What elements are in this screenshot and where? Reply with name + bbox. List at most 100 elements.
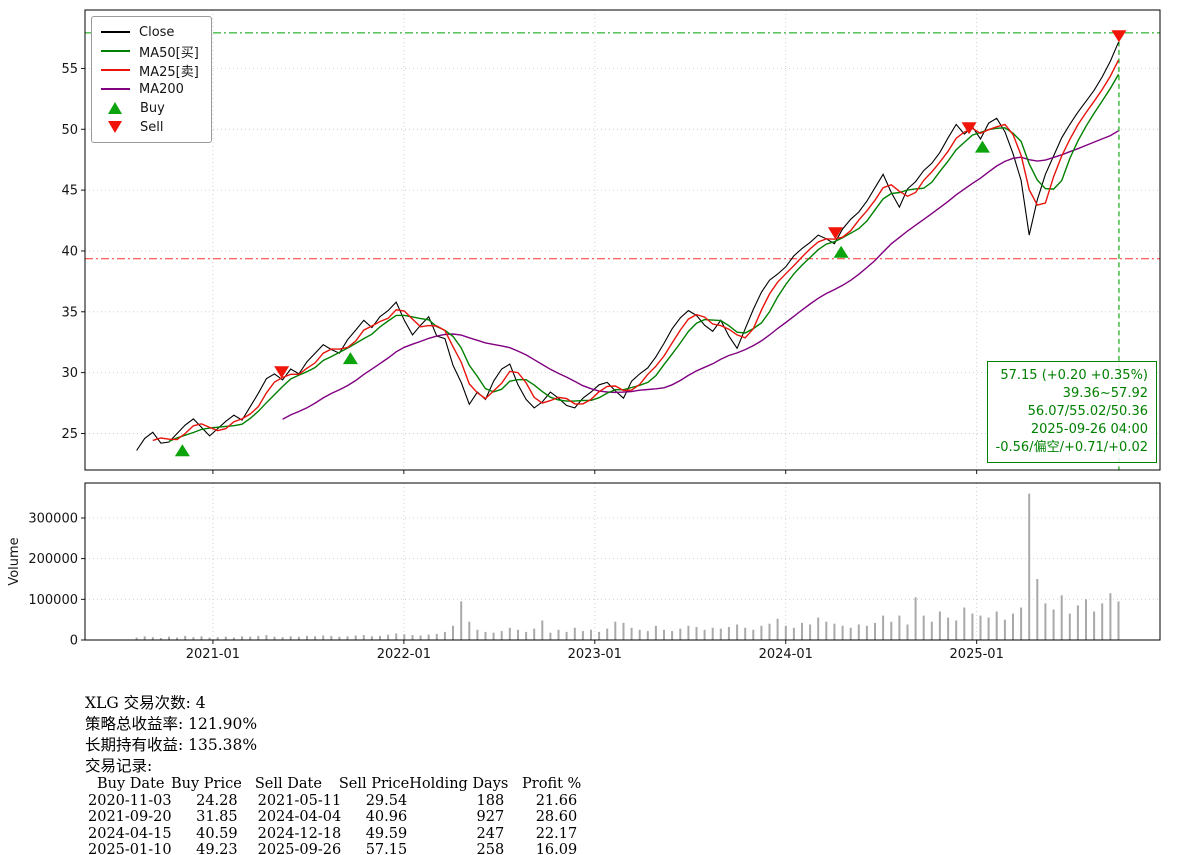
ma200-line xyxy=(282,130,1119,420)
volume-bar xyxy=(744,627,747,640)
legend-item-buy: Buy xyxy=(101,101,199,116)
price-plot-frame xyxy=(84,9,1161,471)
cell-sell-date: 2024-12-18 xyxy=(257,825,342,842)
volume-bar xyxy=(1117,601,1120,640)
volume-bar xyxy=(663,629,665,640)
volume-bar xyxy=(898,615,901,640)
cell-holding-days: 258 xyxy=(476,842,505,855)
legend-item-ma200: MA200 xyxy=(101,82,199,97)
legend-item-close: Close xyxy=(101,25,199,40)
trade-row: 2020-11-03 24.28 2021-05-11 29.54 188 21… xyxy=(85,793,581,810)
volume-bar xyxy=(687,625,690,640)
volume-bar xyxy=(995,611,998,640)
price-tick-label: 40 xyxy=(61,244,78,259)
buy-marker xyxy=(974,140,990,153)
volume-bar xyxy=(346,636,349,640)
sell-marker xyxy=(1111,30,1127,43)
volume-bar xyxy=(387,634,390,640)
price-tick-label: 45 xyxy=(61,184,78,199)
col-header-profit: Profit % xyxy=(522,776,582,792)
volume-bar xyxy=(1012,613,1014,640)
volume-bar xyxy=(987,617,990,640)
volume-bar xyxy=(947,617,950,640)
sell-triangle-icon xyxy=(108,121,122,133)
volume-bar xyxy=(809,624,812,640)
volume-bar xyxy=(306,635,308,640)
volume-bar xyxy=(736,624,739,640)
col-header-buy-date: Buy Date xyxy=(97,776,165,792)
cell-sell-price: 49.59 xyxy=(365,825,408,842)
legend-label-ma50: MA50[买] xyxy=(139,45,199,61)
volume-bar xyxy=(573,627,576,640)
info-line-ma-values: 56.07/55.02/50.36 xyxy=(1027,404,1148,419)
cell-buy-price: 49.23 xyxy=(196,842,238,855)
buy-marker xyxy=(342,352,358,365)
volume-bar xyxy=(922,615,925,640)
volume-bar xyxy=(533,628,536,640)
price-tick-label: 25 xyxy=(61,427,78,442)
volume-bar xyxy=(565,631,568,640)
price-tick-label: 30 xyxy=(61,366,78,381)
cell-profit: 21.66 xyxy=(535,792,578,809)
volume-bar xyxy=(1028,493,1031,640)
volume-bar xyxy=(508,627,511,640)
sell-marker xyxy=(274,366,290,379)
volume-bar xyxy=(1020,607,1023,640)
volume-bar xyxy=(484,631,487,640)
volume-bar xyxy=(760,625,763,640)
sell-marker xyxy=(827,227,843,240)
cell-sell-date: 2021-05-11 xyxy=(257,792,342,809)
volume-bar xyxy=(249,636,252,640)
volume-bar xyxy=(614,621,617,640)
volume-bar xyxy=(581,631,584,640)
volume-bar xyxy=(906,624,909,640)
volume-bar xyxy=(151,637,154,640)
price-tick-label: 50 xyxy=(61,123,78,138)
volume-bar xyxy=(330,635,333,640)
volume-bar xyxy=(143,636,146,640)
volume-bar xyxy=(557,629,560,640)
cell-holding-days: 927 xyxy=(476,809,505,825)
volume-bar xyxy=(257,635,260,640)
volume-bar xyxy=(784,625,787,640)
price-tick-label: 55 xyxy=(61,62,78,77)
cell-buy-date: 2025-01-10 xyxy=(88,842,172,855)
volume-bar xyxy=(468,621,471,640)
volume-bar xyxy=(379,635,381,640)
volume-bar xyxy=(159,638,162,640)
volume-bar xyxy=(938,611,941,640)
volume-bar xyxy=(671,631,674,640)
volume-bar xyxy=(841,625,844,640)
volume-bar xyxy=(1044,603,1047,640)
legend-label-ma25: MA25[卖] xyxy=(139,64,199,80)
volume-bar xyxy=(801,622,803,640)
volume-bar xyxy=(638,629,641,640)
volume-bar xyxy=(792,627,795,640)
summary-buyhold-return: 长期持有收益: 135.38% xyxy=(85,736,258,754)
volume-bar xyxy=(849,627,852,640)
volume-bar xyxy=(241,636,243,640)
volume-bar xyxy=(322,635,325,640)
volume-bar xyxy=(362,635,365,640)
ma200-line-swatch xyxy=(101,88,130,90)
volume-plot-frame xyxy=(84,482,1161,641)
volume-bar xyxy=(1003,619,1006,640)
volume-bar xyxy=(1093,611,1096,640)
cell-sell-price: 57.15 xyxy=(365,842,408,855)
volume-bar xyxy=(1101,603,1104,640)
volume-bar xyxy=(403,634,406,640)
volume-bar xyxy=(874,622,876,640)
volume-bar xyxy=(914,597,917,640)
quote-info-box: 57.15 (+0.20 +0.35%) 39.36~57.92 56.07/5… xyxy=(986,361,1157,463)
volume-bar xyxy=(752,629,755,640)
cell-holding-days: 247 xyxy=(476,825,505,842)
volume-bar xyxy=(654,625,657,640)
volume-bar xyxy=(598,631,601,640)
summary-strategy-return: 策略总收益率: 121.90% xyxy=(85,715,258,733)
volume-bar xyxy=(1036,579,1039,640)
volume-bar xyxy=(1060,595,1063,640)
volume-bar xyxy=(857,624,860,640)
trade-row: 2021-09-20 31.85 2024-04-04 40.96 927 28… xyxy=(85,809,581,826)
legend-item-sell: Sell xyxy=(101,120,199,135)
